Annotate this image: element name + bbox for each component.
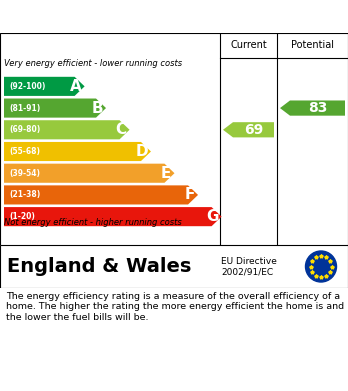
Text: EU Directive
2002/91/EC: EU Directive 2002/91/EC [221, 257, 277, 276]
Text: E: E [161, 166, 172, 181]
Text: Current: Current [230, 41, 267, 50]
Polygon shape [4, 185, 198, 204]
Text: Energy Efficiency Rating: Energy Efficiency Rating [9, 9, 219, 24]
Polygon shape [4, 120, 129, 139]
Polygon shape [280, 100, 345, 116]
Text: Potential: Potential [291, 41, 334, 50]
Text: B: B [92, 100, 103, 116]
Polygon shape [223, 122, 274, 137]
Text: (81-91): (81-91) [9, 104, 40, 113]
Polygon shape [4, 99, 106, 118]
Circle shape [306, 251, 337, 282]
Text: F: F [185, 187, 195, 203]
Polygon shape [4, 207, 222, 226]
Text: Not energy efficient - higher running costs: Not energy efficient - higher running co… [4, 218, 182, 227]
Text: C: C [116, 122, 127, 137]
Text: England & Wales: England & Wales [7, 257, 191, 276]
Text: A: A [70, 79, 82, 94]
Text: 69: 69 [244, 123, 263, 137]
Text: (39-54): (39-54) [9, 169, 40, 178]
Polygon shape [4, 142, 151, 161]
Text: (69-80): (69-80) [9, 125, 40, 134]
Text: The energy efficiency rating is a measure of the overall efficiency of a home. T: The energy efficiency rating is a measur… [6, 292, 344, 322]
Text: G: G [206, 209, 219, 224]
Text: Very energy efficient - lower running costs: Very energy efficient - lower running co… [4, 59, 182, 68]
Text: (55-68): (55-68) [9, 147, 40, 156]
Text: 83: 83 [308, 101, 327, 115]
Text: (1-20): (1-20) [9, 212, 35, 221]
Polygon shape [4, 164, 174, 183]
Text: (21-38): (21-38) [9, 190, 40, 199]
Text: (92-100): (92-100) [9, 82, 45, 91]
Text: D: D [135, 144, 148, 159]
Polygon shape [4, 77, 85, 96]
